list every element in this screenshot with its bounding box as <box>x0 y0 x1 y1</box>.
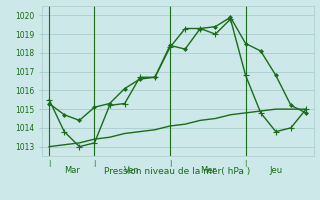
Text: |: | <box>48 160 50 167</box>
X-axis label: Pression niveau de la mer( hPa ): Pression niveau de la mer( hPa ) <box>104 167 251 176</box>
Text: Jeu: Jeu <box>269 166 282 175</box>
Text: |: | <box>93 160 96 167</box>
Text: Ven: Ven <box>124 166 140 175</box>
Text: |: | <box>244 160 247 167</box>
Text: Mer: Mer <box>200 166 216 175</box>
Text: Mar: Mar <box>64 166 80 175</box>
Text: |: | <box>169 160 171 167</box>
